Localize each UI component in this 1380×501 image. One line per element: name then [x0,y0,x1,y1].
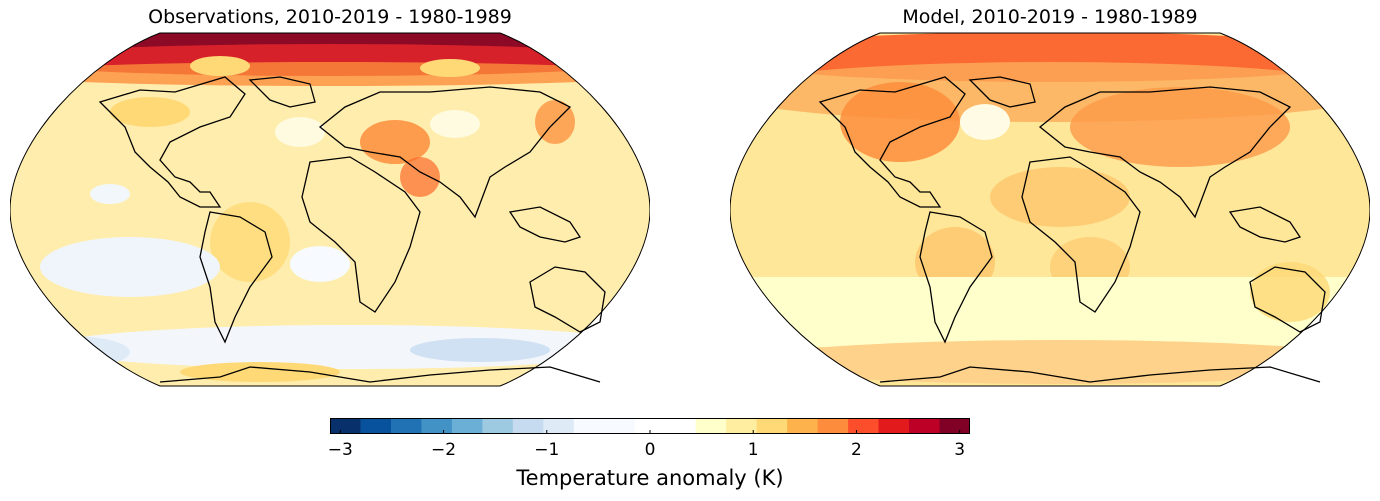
colorbar-segment [756,418,788,434]
temperature-colorbar [330,418,970,434]
colorbar-tick-label: 1 [747,440,759,460]
colorbar-segment [909,418,941,434]
observations-anomaly-map [10,32,650,387]
colorbar-segment [848,418,880,434]
model-panel-title: Model, 2010-2019 - 1980-1989 [902,6,1198,28]
colorbar-segment [330,418,361,434]
colorbar-segment [360,418,392,434]
colorbar-segment [482,418,514,434]
coastlines-right [818,76,1326,383]
colorbar-segment [695,418,727,434]
colorbar-segment [817,418,849,434]
colorbar-tick-label: 3 [954,440,966,460]
colorbar-segment [604,418,636,434]
colorbar-segment [543,418,575,434]
colorbar-segment [939,418,970,434]
colorbar-tick-label: 2 [851,440,862,460]
coastlines-left [98,76,606,383]
colorbar-segment [787,418,819,434]
colorbar-segment [878,418,910,434]
colorbar-segment [390,418,422,434]
colorbar-tick-label: −2 [431,440,457,460]
colorbar-segment [421,418,453,434]
colorbar-tick-label: 0 [644,440,656,460]
colorbar-segment [451,418,483,434]
colorbar-segment [512,418,544,434]
colorbar-segment [573,418,605,434]
colorbar-tick-label: −3 [327,440,353,460]
globe-outline-right [730,32,1370,387]
colorbar-segment [665,418,697,434]
observations-panel-title: Observations, 2010-2019 - 1980-1989 [148,6,512,28]
model-anomaly-map [730,32,1370,387]
colorbar-segment [726,418,758,434]
colorbar-segment [634,418,666,434]
colorbar-label: Temperature anomaly (K) [516,466,784,490]
colorbar-tick-label: −1 [534,440,560,460]
globe-outline-left [10,32,650,387]
